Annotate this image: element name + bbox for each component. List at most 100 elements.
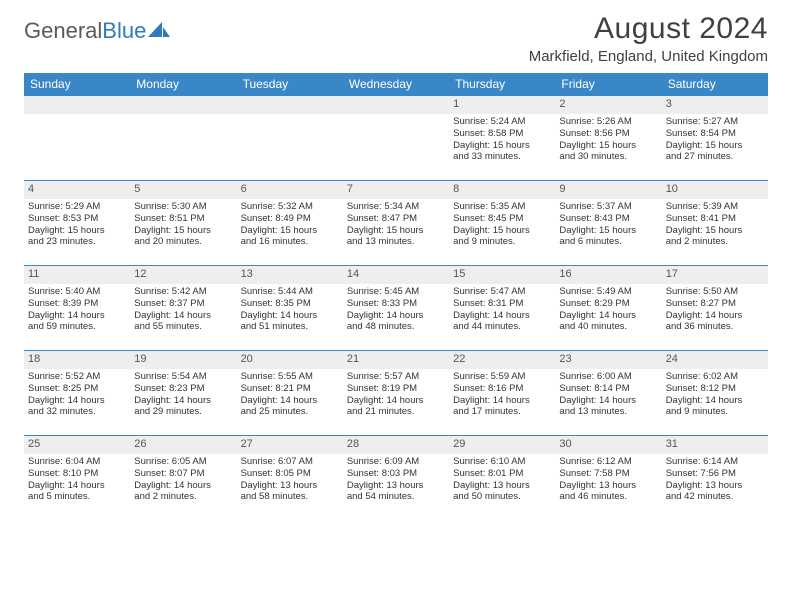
day-line-d2: and 36 minutes. <box>666 321 764 333</box>
day-line-sr: Sunrise: 6:09 AM <box>347 456 445 468</box>
day-line-d1: Daylight: 14 hours <box>134 480 232 492</box>
day-line-sr: Sunrise: 5:54 AM <box>134 371 232 383</box>
day-line-ss: Sunset: 8:39 PM <box>28 298 126 310</box>
day-line-d2: and 27 minutes. <box>666 151 764 163</box>
day-number: 24 <box>662 351 768 369</box>
day-line-sr: Sunrise: 5:47 AM <box>453 286 551 298</box>
weekday-header-row: Sunday Monday Tuesday Wednesday Thursday… <box>24 73 768 95</box>
day-number: 5 <box>130 181 236 199</box>
day-line-sr: Sunrise: 5:39 AM <box>666 201 764 213</box>
day-line-sr: Sunrise: 5:32 AM <box>241 201 339 213</box>
day-line-d1: Daylight: 14 hours <box>347 310 445 322</box>
day-line-d2: and 55 minutes. <box>134 321 232 333</box>
day-cell: 21Sunrise: 5:57 AMSunset: 8:19 PMDayligh… <box>343 351 449 435</box>
day-number: 29 <box>449 436 555 454</box>
day-line-d2: and 32 minutes. <box>28 406 126 418</box>
day-line-d1: Daylight: 14 hours <box>559 310 657 322</box>
day-line-ss: Sunset: 8:33 PM <box>347 298 445 310</box>
day-line-d1: Daylight: 14 hours <box>241 310 339 322</box>
day-line-d2: and 51 minutes. <box>241 321 339 333</box>
week-row: 18Sunrise: 5:52 AMSunset: 8:25 PMDayligh… <box>24 350 768 435</box>
day-cell: 18Sunrise: 5:52 AMSunset: 8:25 PMDayligh… <box>24 351 130 435</box>
week-row: 4Sunrise: 5:29 AMSunset: 8:53 PMDaylight… <box>24 180 768 265</box>
day-body: Sunrise: 5:55 AMSunset: 8:21 PMDaylight:… <box>237 369 343 423</box>
day-line-d1: Daylight: 15 hours <box>453 225 551 237</box>
day-line-d1: Daylight: 14 hours <box>453 395 551 407</box>
day-line-sr: Sunrise: 5:34 AM <box>347 201 445 213</box>
calendar: Sunday Monday Tuesday Wednesday Thursday… <box>24 73 768 520</box>
day-line-ss: Sunset: 7:56 PM <box>666 468 764 480</box>
day-line-d1: Daylight: 14 hours <box>28 480 126 492</box>
day-line-ss: Sunset: 8:47 PM <box>347 213 445 225</box>
day-body: Sunrise: 5:29 AMSunset: 8:53 PMDaylight:… <box>24 199 130 253</box>
empty-day-bar <box>237 96 343 114</box>
day-number: 23 <box>555 351 661 369</box>
day-line-sr: Sunrise: 5:59 AM <box>453 371 551 383</box>
day-line-d1: Daylight: 15 hours <box>134 225 232 237</box>
day-line-d1: Daylight: 15 hours <box>453 140 551 152</box>
day-number: 10 <box>662 181 768 199</box>
day-line-sr: Sunrise: 6:10 AM <box>453 456 551 468</box>
day-line-ss: Sunset: 8:16 PM <box>453 383 551 395</box>
day-line-ss: Sunset: 8:37 PM <box>134 298 232 310</box>
day-cell <box>343 96 449 180</box>
logo-sail-icon <box>148 22 170 40</box>
day-number: 16 <box>555 266 661 284</box>
day-body: Sunrise: 5:34 AMSunset: 8:47 PMDaylight:… <box>343 199 449 253</box>
day-body: Sunrise: 6:05 AMSunset: 8:07 PMDaylight:… <box>130 454 236 508</box>
calendar-page: GeneralBlue August 2024 Markfield, Engla… <box>0 0 792 532</box>
empty-day-bar <box>130 96 236 114</box>
day-line-d2: and 54 minutes. <box>347 491 445 503</box>
day-body: Sunrise: 5:42 AMSunset: 8:37 PMDaylight:… <box>130 284 236 338</box>
day-body: Sunrise: 5:50 AMSunset: 8:27 PMDaylight:… <box>662 284 768 338</box>
day-line-d1: Daylight: 14 hours <box>347 395 445 407</box>
day-body: Sunrise: 5:24 AMSunset: 8:58 PMDaylight:… <box>449 114 555 168</box>
day-cell: 1Sunrise: 5:24 AMSunset: 8:58 PMDaylight… <box>449 96 555 180</box>
day-body: Sunrise: 6:02 AMSunset: 8:12 PMDaylight:… <box>662 369 768 423</box>
empty-day-bar <box>343 96 449 114</box>
day-line-d2: and 17 minutes. <box>453 406 551 418</box>
day-line-d2: and 44 minutes. <box>453 321 551 333</box>
day-body: Sunrise: 6:09 AMSunset: 8:03 PMDaylight:… <box>343 454 449 508</box>
day-body: Sunrise: 6:14 AMSunset: 7:56 PMDaylight:… <box>662 454 768 508</box>
day-body: Sunrise: 5:35 AMSunset: 8:45 PMDaylight:… <box>449 199 555 253</box>
day-cell: 30Sunrise: 6:12 AMSunset: 7:58 PMDayligh… <box>555 436 661 520</box>
weekday-header: Friday <box>555 73 661 95</box>
day-body: Sunrise: 5:32 AMSunset: 8:49 PMDaylight:… <box>237 199 343 253</box>
day-cell: 15Sunrise: 5:47 AMSunset: 8:31 PMDayligh… <box>449 266 555 350</box>
day-line-ss: Sunset: 8:01 PM <box>453 468 551 480</box>
day-line-d1: Daylight: 15 hours <box>666 225 764 237</box>
day-line-sr: Sunrise: 5:29 AM <box>28 201 126 213</box>
day-line-d2: and 40 minutes. <box>559 321 657 333</box>
day-cell: 10 Sunrise: 5:39 AMSunset: 8:41 PMDayligh… <box>662 181 768 265</box>
day-line-d1: Daylight: 15 hours <box>666 140 764 152</box>
day-line-d2: and 29 minutes. <box>134 406 232 418</box>
day-number: 21 <box>343 351 449 369</box>
day-cell <box>130 96 236 180</box>
day-line-d2: and 42 minutes. <box>666 491 764 503</box>
day-cell: 7Sunrise: 5:34 AMSunset: 8:47 PMDaylight… <box>343 181 449 265</box>
day-cell: 9Sunrise: 5:37 AMSunset: 8:43 PMDaylight… <box>555 181 661 265</box>
day-line-ss: Sunset: 8:05 PM <box>241 468 339 480</box>
day-number: 8 <box>449 181 555 199</box>
day-number: 22 <box>449 351 555 369</box>
day-line-sr: Sunrise: 6:04 AM <box>28 456 126 468</box>
day-line-d2: and 9 minutes. <box>453 236 551 248</box>
day-line-d1: Daylight: 15 hours <box>559 225 657 237</box>
day-number: 31 <box>662 436 768 454</box>
day-line-ss: Sunset: 8:19 PM <box>347 383 445 395</box>
week-row: 11Sunrise: 5:40 AMSunset: 8:39 PMDayligh… <box>24 265 768 350</box>
day-line-d1: Daylight: 14 hours <box>666 310 764 322</box>
day-number: 18 <box>24 351 130 369</box>
day-line-ss: Sunset: 8:41 PM <box>666 213 764 225</box>
day-number: 28 <box>343 436 449 454</box>
day-line-sr: Sunrise: 5:49 AM <box>559 286 657 298</box>
day-body: Sunrise: 5:47 AMSunset: 8:31 PMDaylight:… <box>449 284 555 338</box>
day-number: 2 <box>555 96 661 114</box>
day-line-d1: Daylight: 15 hours <box>559 140 657 152</box>
day-line-d2: and 46 minutes. <box>559 491 657 503</box>
day-line-sr: Sunrise: 5:40 AM <box>28 286 126 298</box>
day-line-sr: Sunrise: 6:07 AM <box>241 456 339 468</box>
day-number: 19 <box>130 351 236 369</box>
day-body: Sunrise: 6:10 AMSunset: 8:01 PMDaylight:… <box>449 454 555 508</box>
